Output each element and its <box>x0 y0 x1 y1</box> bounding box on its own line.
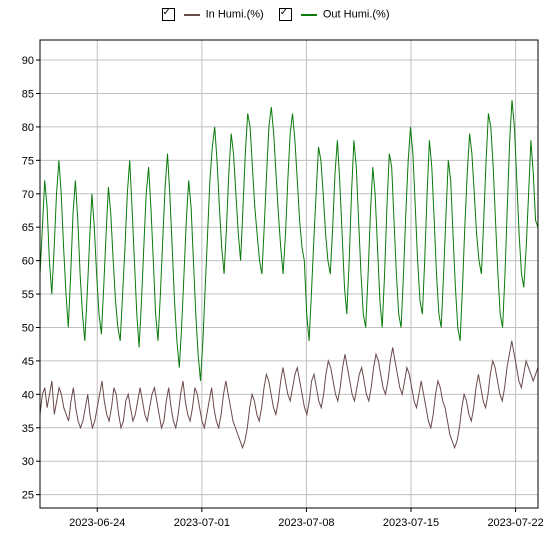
svg-text:75: 75 <box>22 155 34 167</box>
svg-text:60: 60 <box>22 256 34 268</box>
chart-svg: 25 30 35 40 45 50 55 60 65 70 75 80 85 90 2023-06-24 20… <box>0 0 551 551</box>
svg-text:2023-07-15: 2023-07-15 <box>383 517 439 529</box>
checkbox-icon[interactable] <box>279 8 292 21</box>
svg-text:80: 80 <box>22 122 34 134</box>
legend: In Humi.(%) Out Humi.(%) <box>0 8 551 21</box>
svg-text:35: 35 <box>22 423 34 435</box>
legend-label: Out Humi.(%) <box>323 8 390 20</box>
svg-text:65: 65 <box>22 222 34 234</box>
svg-text:50: 50 <box>22 322 34 334</box>
svg-text:40: 40 <box>22 389 34 401</box>
svg-text:2023-07-22: 2023-07-22 <box>487 517 543 529</box>
legend-label: In Humi.(%) <box>206 8 264 20</box>
svg-text:45: 45 <box>22 356 34 368</box>
svg-text:85: 85 <box>22 88 34 100</box>
svg-text:2023-06-24: 2023-06-24 <box>69 517 125 529</box>
legend-item-out-humi[interactable]: Out Humi.(%) <box>279 8 390 21</box>
legend-line-swatch <box>301 14 317 16</box>
svg-text:55: 55 <box>22 289 34 301</box>
svg-text:90: 90 <box>22 55 34 67</box>
checkbox-icon[interactable] <box>162 8 175 21</box>
svg-text:2023-07-08: 2023-07-08 <box>278 517 334 529</box>
svg-text:70: 70 <box>22 189 34 201</box>
svg-text:30: 30 <box>22 456 34 468</box>
legend-line-swatch <box>184 14 200 16</box>
svg-text:25: 25 <box>22 490 34 502</box>
legend-item-in-humi[interactable]: In Humi.(%) <box>162 8 264 21</box>
humidity-chart: In Humi.(%) Out Humi.(%) 25 30 35 40 45 50 55 6… <box>0 0 551 551</box>
svg-text:2023-07-01: 2023-07-01 <box>174 517 230 529</box>
